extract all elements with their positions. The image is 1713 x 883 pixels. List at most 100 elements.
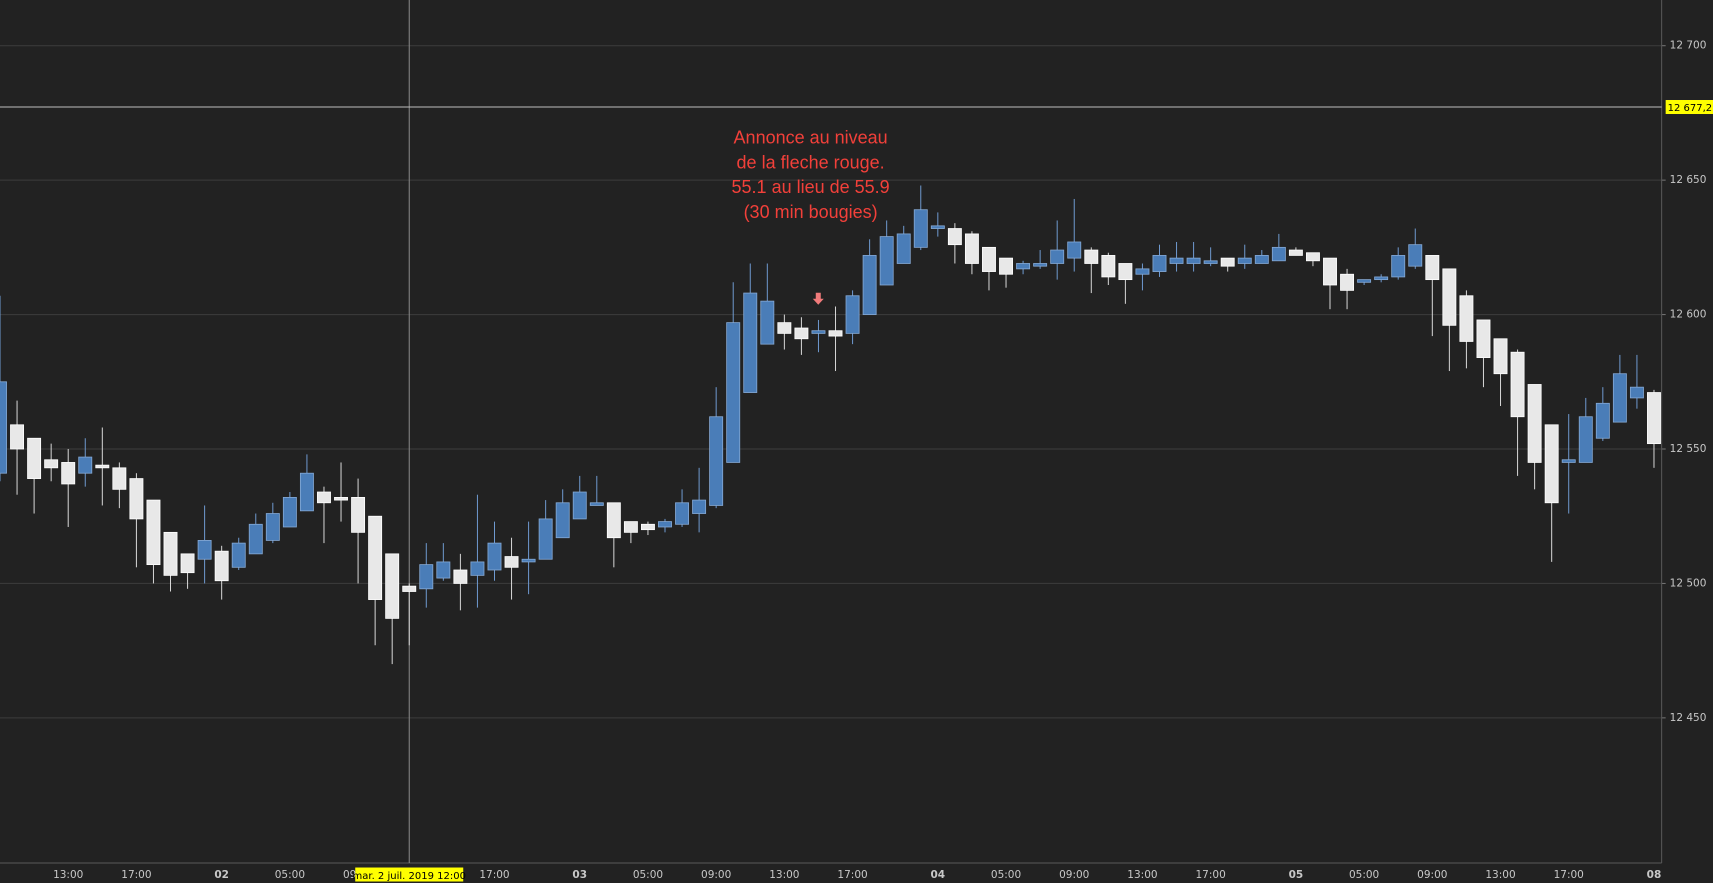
candle-body — [1493, 338, 1508, 375]
candle-body — [743, 292, 758, 393]
annotation-line: de la fleche rouge. — [737, 152, 885, 172]
crosshair-y-box — [1665, 100, 1713, 115]
crosshair-x-label: mar. 2 juil. 2019 12:00 — [353, 871, 466, 882]
x-tick-label: 05 — [1289, 869, 1304, 881]
candle-body — [623, 521, 638, 533]
x-tick-label: 17:00 — [121, 869, 151, 881]
candle-body — [351, 496, 366, 533]
candle-body — [555, 502, 570, 539]
candle-body — [1340, 273, 1355, 291]
candle-body — [930, 225, 945, 229]
x-tick-label: 05:00 — [633, 869, 663, 881]
candle-body — [385, 553, 400, 619]
candle-body — [1135, 268, 1150, 275]
candle-body — [726, 322, 741, 463]
candle-body — [487, 542, 502, 571]
candle-body — [1425, 255, 1440, 281]
candle-body — [1186, 257, 1201, 264]
x-tick-label: 09:00 — [701, 869, 731, 881]
candle-body — [402, 585, 417, 592]
candle-body — [709, 416, 724, 506]
candle-body — [1152, 255, 1167, 272]
candle-body — [1647, 392, 1661, 445]
candle-body — [794, 327, 809, 340]
crosshair-y-label: 12 677,2 — [1668, 103, 1713, 114]
y-tick-label: 12 600 — [1670, 309, 1707, 321]
annotation-line: (30 min bougies) — [744, 202, 878, 222]
candle-body — [1237, 257, 1252, 264]
candle-body — [1101, 255, 1116, 278]
x-tick-label: 13:00 — [1127, 869, 1157, 881]
candle-body — [572, 491, 587, 520]
candle-body — [1374, 276, 1389, 281]
candle-body — [419, 564, 434, 590]
x-tick-label: 05:00 — [275, 869, 305, 881]
candle-body — [231, 542, 246, 568]
x-tick-label: 13:00 — [53, 869, 83, 881]
candle-body — [265, 513, 280, 541]
candle-body — [879, 236, 894, 286]
candle-body — [1323, 257, 1337, 286]
candle-body — [436, 561, 451, 579]
candle-body — [1561, 459, 1576, 463]
candle-body — [146, 499, 161, 566]
candle-body — [1169, 257, 1184, 264]
x-tick-label: 04 — [931, 869, 946, 881]
candle-body — [675, 502, 690, 525]
x-tick-label: 05:00 — [991, 869, 1021, 881]
candle-body — [112, 467, 127, 490]
candle-body — [78, 456, 93, 474]
x-tick-label: 05:00 — [1349, 869, 1379, 881]
x-tick-label: 13:00 — [1485, 869, 1515, 881]
candle-body — [44, 459, 59, 469]
candle-body — [640, 523, 655, 531]
candle-body — [10, 424, 25, 450]
candle-body — [982, 246, 996, 272]
red-arrow — [812, 292, 824, 305]
candle-body — [27, 437, 42, 479]
y-tick-label: 12 650 — [1670, 174, 1707, 186]
candle-body — [1595, 402, 1610, 439]
candle-body — [913, 209, 928, 248]
candle-body — [61, 462, 76, 485]
candle-body — [1510, 351, 1525, 418]
x-tick-label: 09:00 — [1059, 869, 1089, 881]
candle-body — [589, 502, 604, 506]
candle-body — [964, 233, 979, 264]
annotation-line: 55.1 au lieu de 55.9 — [732, 177, 890, 197]
candle-body — [1527, 384, 1542, 463]
candle-body — [197, 540, 212, 560]
y-tick-label: 12 450 — [1670, 712, 1707, 724]
candle-body — [521, 558, 536, 563]
candle-body — [1612, 373, 1627, 423]
x-tick-label: 13:00 — [769, 869, 799, 881]
candle-body — [999, 257, 1013, 275]
candle-body — [1442, 268, 1457, 326]
candle-body — [248, 523, 263, 555]
candle-body — [504, 556, 519, 568]
x-tick-label: 09:00 — [1417, 869, 1447, 881]
candle-body — [1220, 257, 1235, 267]
candle-body — [1016, 263, 1031, 270]
candle-body — [862, 255, 877, 315]
candle-body — [845, 295, 860, 334]
candle-body — [1459, 295, 1474, 342]
candle-body — [180, 553, 195, 574]
candle-body — [828, 330, 843, 337]
annotation-line: Annonce au niveau — [734, 127, 888, 147]
candle-body — [1357, 279, 1372, 283]
candle-body — [658, 521, 672, 528]
candle-body — [163, 531, 178, 576]
candle-body — [453, 569, 468, 584]
candle-body — [1288, 249, 1303, 256]
candle-body — [470, 561, 485, 576]
x-tick-label: 17:00 — [1196, 869, 1226, 881]
candle-body — [1544, 424, 1559, 504]
candle-body — [1254, 255, 1269, 264]
candle-body — [1629, 386, 1644, 399]
candle-body — [1118, 263, 1133, 281]
candle-body — [0, 381, 7, 474]
candle-body — [1033, 263, 1048, 267]
candle-body — [1203, 260, 1218, 264]
